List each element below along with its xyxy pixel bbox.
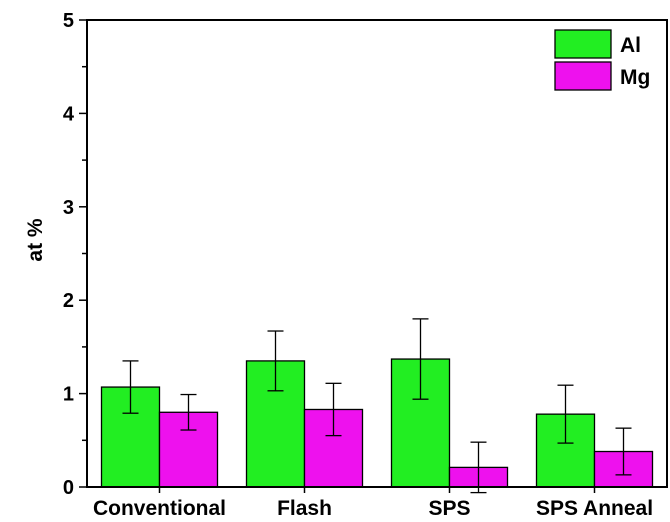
legend-label-mg: Mg	[620, 66, 650, 89]
legend-label-al: Al	[620, 34, 641, 57]
y-tick-label: 2	[63, 290, 74, 312]
legend-swatch-mg	[554, 61, 612, 91]
legend-swatch-al	[554, 29, 612, 59]
y-tick-label: 1	[63, 384, 74, 406]
y-axis-title: at %	[24, 218, 47, 262]
axes: 0 1 2 3 4 5 Conventional Flash SPS SPS Anneal	[63, 10, 668, 520]
x-tick-label: Conventional	[93, 497, 226, 520]
x-tick-label: SPS	[428, 497, 470, 520]
x-tick-label: SPS Anneal	[536, 497, 653, 520]
y-tick-label: 5	[63, 10, 74, 32]
legend: Al Mg	[554, 29, 650, 91]
bars	[100, 318, 654, 494]
y-tick-label: 0	[63, 477, 74, 499]
y-tick-label: 4	[63, 103, 75, 125]
x-tick-label: Flash	[277, 497, 332, 520]
y-tick-label: 3	[63, 197, 74, 219]
